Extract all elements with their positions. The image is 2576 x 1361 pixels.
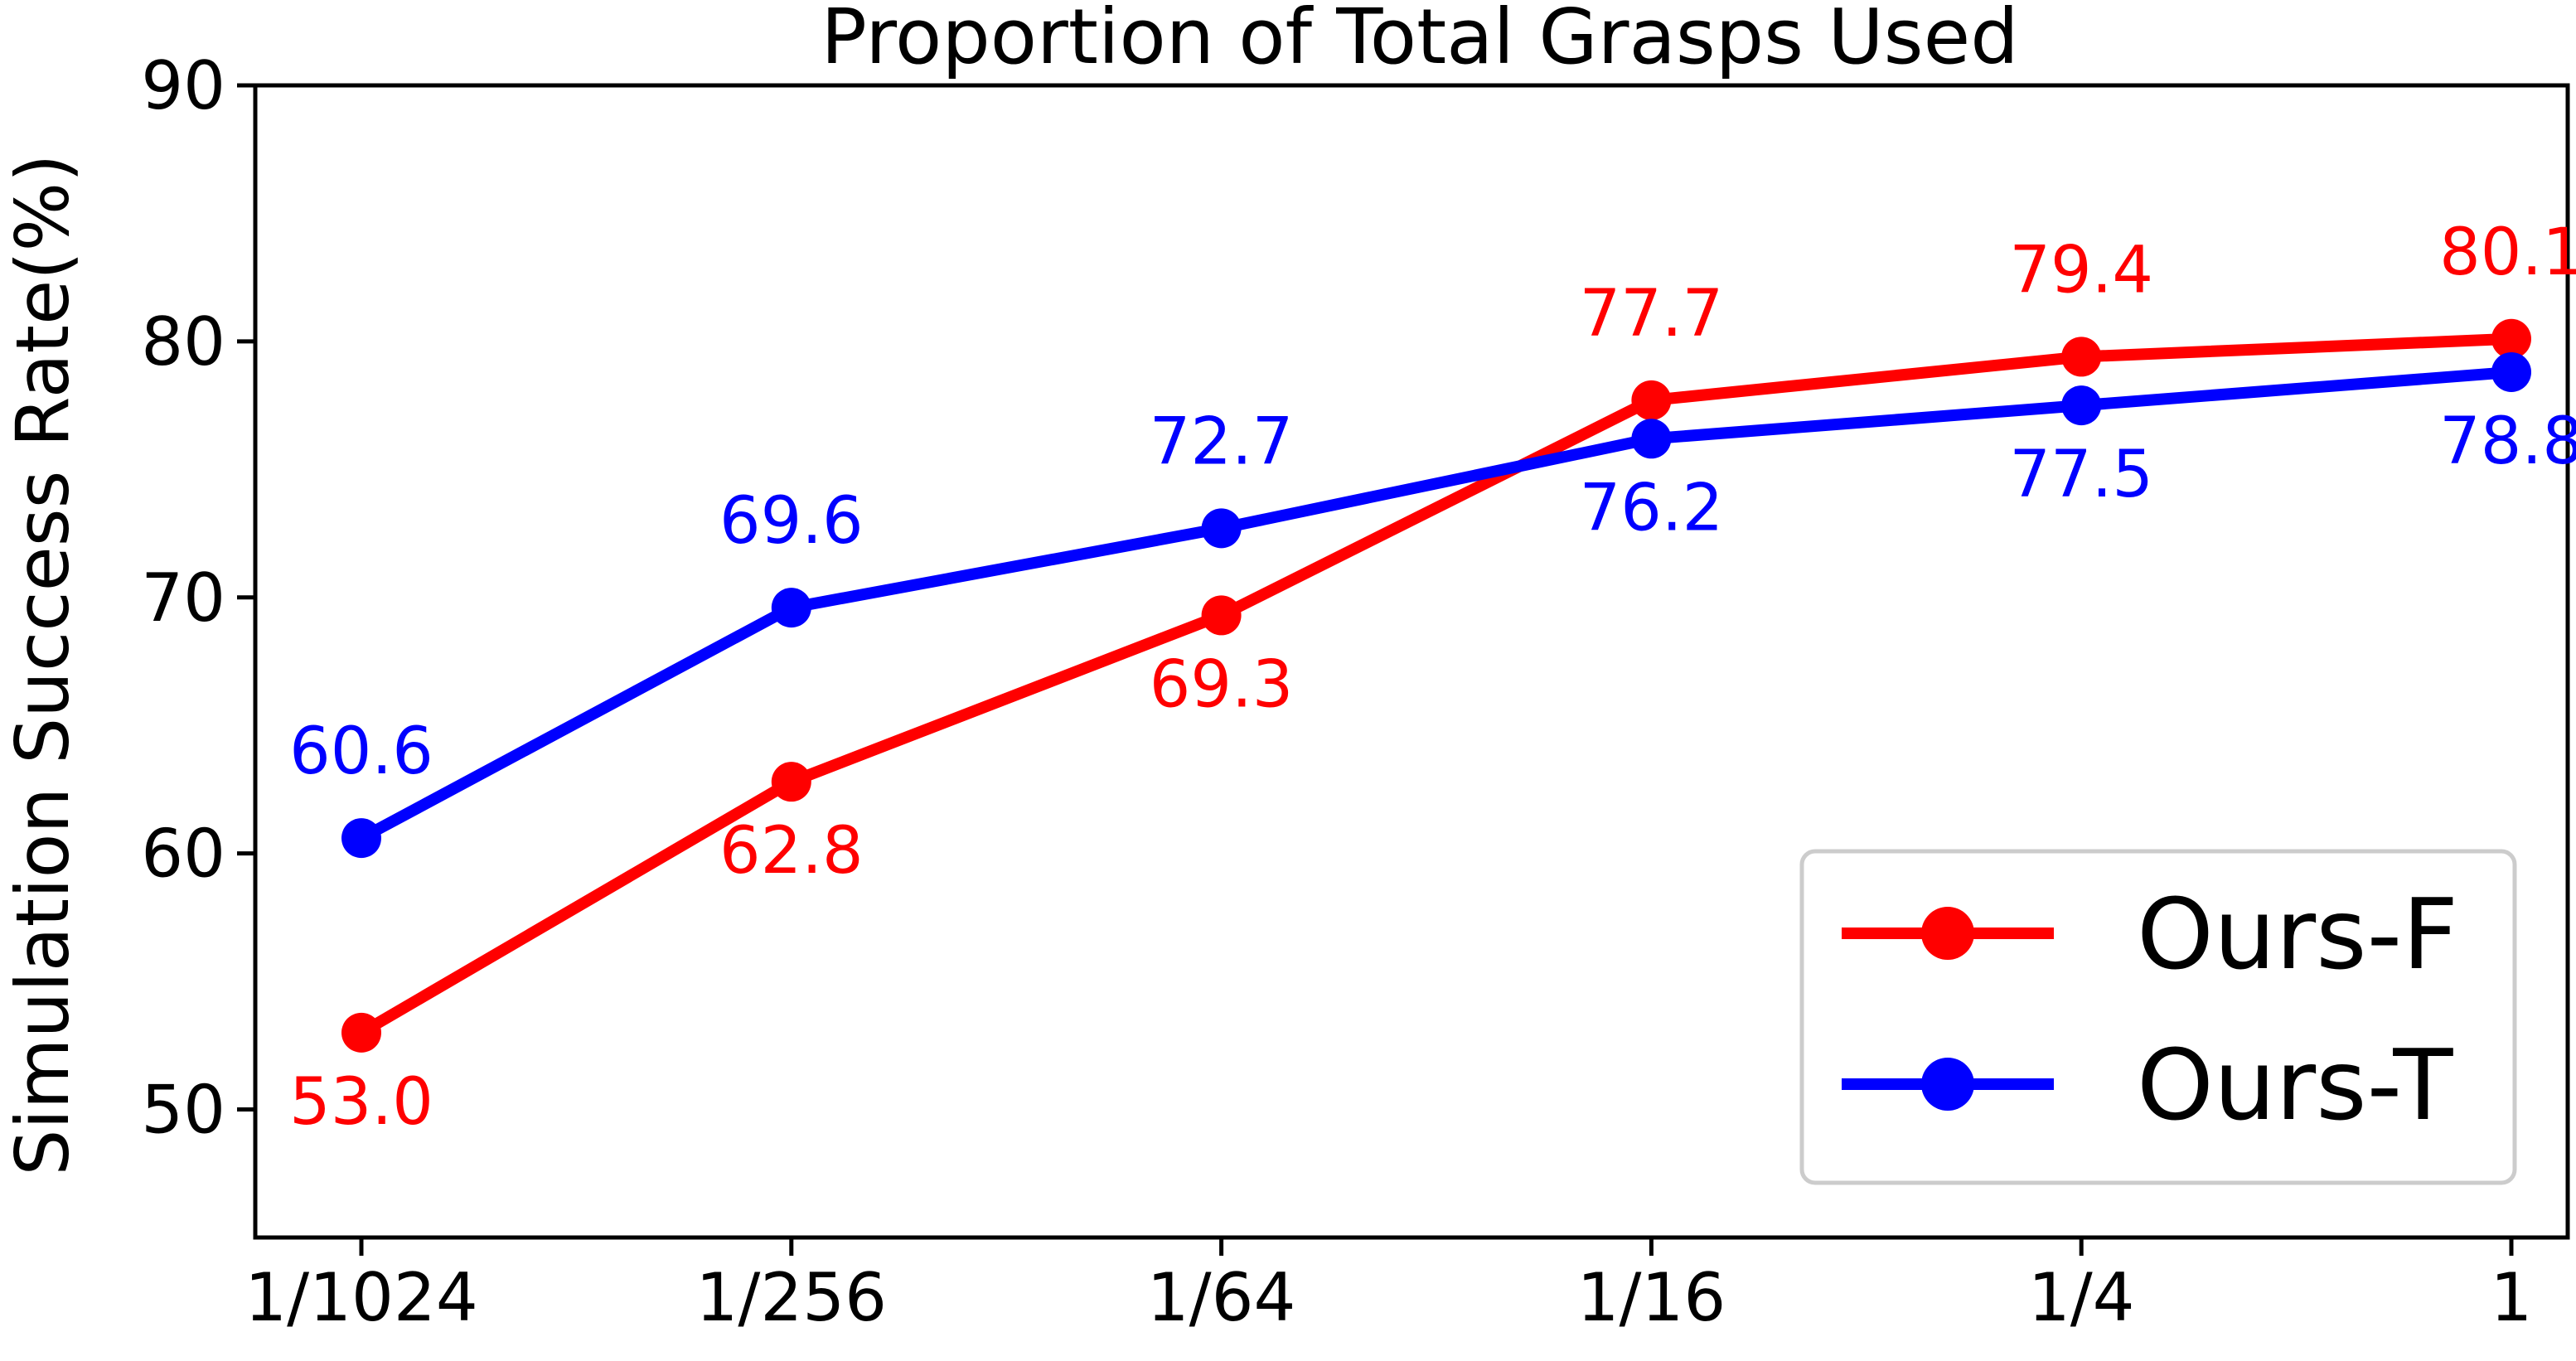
data-point [2491,318,2531,359]
plot-area-frame [253,83,2570,1240]
data-point [1201,595,1242,636]
data-point [2061,337,2102,377]
data-labels: 53.0 62.8 69.3 77.7 79.4 80.1 60.6 69.6 72.7 76.2… [289,216,2576,1140]
data-label: 69.6 [719,484,864,559]
x-tick-label: 1/16 [1577,1259,1726,1336]
data-point [1631,419,1672,459]
x-tick-label: 1 [2491,1259,2533,1336]
data-point [341,818,381,859]
legend-marker [1921,907,1974,960]
x-tick-label: 1/1024 [245,1259,477,1336]
data-label: 78.8 [2439,404,2576,479]
series-line [358,332,2512,1038]
data-point [771,588,811,628]
data-label: 79.4 [2009,233,2153,308]
legend-marker [1921,1058,1974,1111]
data-label: 62.8 [719,814,864,889]
axes: 50 60 70 80 90 1/1024 1/256 1/64 1/16 1/4 1 [141,47,2532,1336]
data-point [2491,351,2531,392]
data-label: 69.3 [1150,647,1294,722]
y-tick-label: 60 [141,816,225,893]
data-point [771,762,811,802]
legend-label: Ours-F [2137,877,2458,991]
data-label: 77.5 [2009,438,2153,512]
data-point [1631,380,1672,420]
y-tick-label: 80 [141,303,225,380]
series-layer [341,318,2531,1053]
chart-title: Proportion of Total Grasps Used [821,0,2018,81]
x-tick-label: 1/64 [1147,1259,1296,1336]
data-label: 53.0 [289,1065,433,1140]
x-tick-label: 1/4 [2028,1259,2135,1336]
y-tick-label: 50 [141,1072,225,1149]
data-label: 60.6 [289,714,433,789]
y-axis-label: Simulation Success Rate(%) [0,154,85,1176]
legend-label: Ours-T [2137,1028,2453,1142]
y-tick-label: 70 [141,559,225,637]
data-label: 77.7 [1580,277,1724,351]
series-line [358,366,2512,844]
legend: Ours-F Ours-T [1799,849,2517,1185]
data-label: 80.1 [2439,216,2576,290]
data-point [2061,385,2102,426]
y-tick-label: 90 [141,47,225,124]
data-point [341,1012,381,1053]
data-label: 76.2 [1580,471,1724,545]
data-label: 72.7 [1150,404,1294,479]
data-point [1201,508,1242,549]
x-tick-label: 1/256 [696,1259,888,1336]
